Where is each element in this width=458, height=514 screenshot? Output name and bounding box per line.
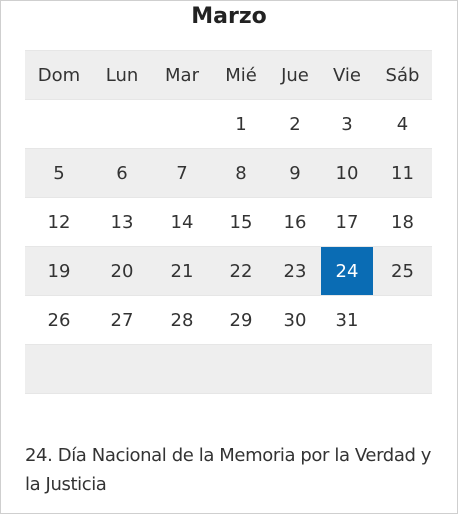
weekday-header-row: Dom Lun Mar Mié Jue Vie Sáb (25, 51, 432, 100)
day-cell[interactable]: 4 (396, 113, 409, 135)
day-cell[interactable]: 26 (47, 309, 71, 331)
day-cell-empty (321, 345, 373, 393)
day-cell[interactable]: 12 (47, 211, 71, 233)
day-cell[interactable]: 13 (110, 211, 134, 233)
month-title: Marzo (191, 4, 267, 29)
day-cell[interactable]: 2 (289, 113, 301, 135)
day-cell-empty (373, 345, 432, 393)
week-row: 12 13 14 15 16 17 18 (25, 198, 432, 247)
day-cell-empty (93, 345, 151, 393)
event-note: 24. Día Nacional de la Memoria por la Ve… (25, 445, 432, 495)
day-cell[interactable]: 11 (391, 162, 414, 184)
day-cell[interactable]: 25 (391, 260, 414, 282)
calendar-grid: Dom Lun Mar Mié Jue Vie Sáb 1 2 3 4 5 6 … (25, 50, 432, 394)
weekday-monday: Lun (105, 64, 139, 86)
day-cell[interactable]: 19 (47, 260, 71, 282)
day-cell-empty (373, 296, 432, 344)
day-cell[interactable]: 22 (229, 260, 253, 282)
week-row: 5 6 7 8 9 10 11 (25, 149, 432, 198)
week-row: 19 20 21 22 23 24 25 (25, 247, 432, 296)
day-cell[interactable]: 23 (283, 260, 307, 282)
weekday-sunday: Dom (37, 64, 81, 86)
day-cell[interactable]: 10 (335, 162, 359, 184)
day-cell-empty (93, 100, 151, 148)
weekday-thursday: Jue (281, 64, 309, 86)
day-cell[interactable]: 6 (116, 162, 128, 184)
day-cell[interactable]: 15 (229, 211, 253, 233)
day-cell[interactable]: 18 (391, 211, 414, 233)
day-cell-empty (269, 345, 321, 393)
day-cell[interactable]: 3 (341, 113, 353, 135)
day-cell[interactable]: 17 (335, 211, 359, 233)
day-cell-highlighted[interactable]: 24 (321, 247, 373, 295)
day-cell[interactable]: 8 (235, 162, 247, 184)
weekday-tuesday: Mar (165, 64, 199, 86)
day-cell-empty (151, 100, 213, 148)
weekday-wednesday: Mié (225, 64, 257, 86)
weekday-saturday: Sáb (385, 64, 420, 86)
day-cell-empty (25, 100, 93, 148)
week-row: 26 27 28 29 30 31 (25, 296, 432, 345)
day-cell[interactable]: 27 (110, 309, 134, 331)
weekday-friday: Vie (333, 64, 361, 86)
day-cell[interactable]: 29 (229, 309, 253, 331)
day-cell-empty (25, 345, 93, 393)
week-row: 1 2 3 4 (25, 100, 432, 149)
day-cell-empty (213, 345, 269, 393)
day-cell[interactable]: 28 (170, 309, 194, 331)
day-cell[interactable]: 16 (283, 211, 307, 233)
day-cell[interactable]: 31 (335, 309, 359, 331)
day-cell-empty (151, 345, 213, 393)
day-cell[interactable]: 9 (289, 162, 301, 184)
day-cell[interactable]: 5 (53, 162, 65, 184)
day-cell[interactable]: 20 (110, 260, 134, 282)
day-cell[interactable]: 7 (176, 162, 188, 184)
day-cell[interactable]: 1 (235, 113, 247, 135)
week-row-empty (25, 345, 432, 394)
day-cell[interactable]: 30 (283, 309, 307, 331)
day-cell[interactable]: 14 (170, 211, 194, 233)
day-cell[interactable]: 21 (170, 260, 194, 282)
